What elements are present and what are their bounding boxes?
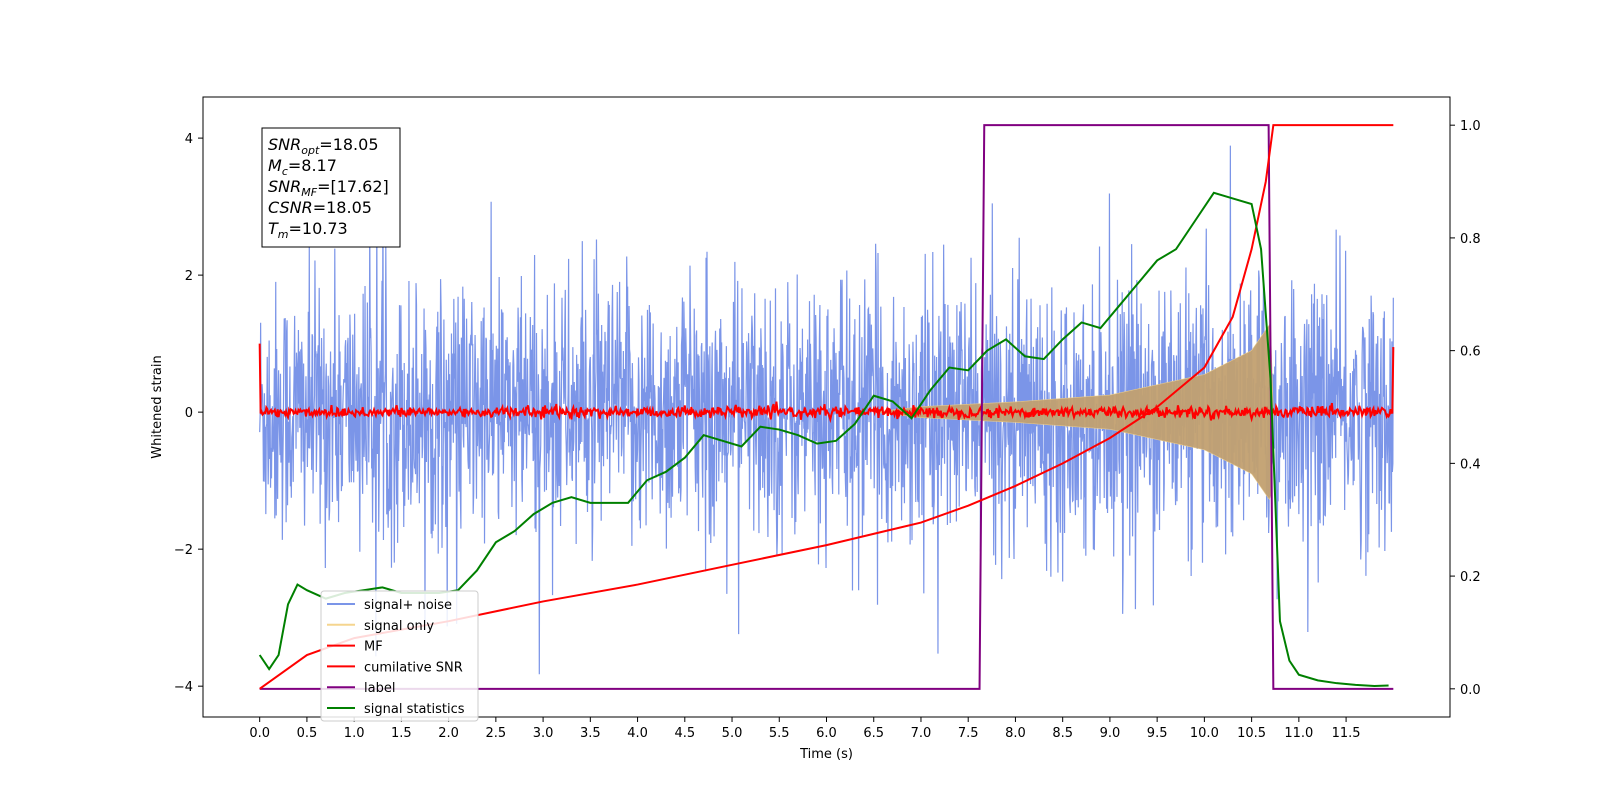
annotation-subscript: m [278, 228, 289, 241]
legend-label: MF [364, 640, 383, 655]
annotation-value: =[17.62] [317, 177, 389, 196]
x-tick-label: 8.0 [1005, 726, 1026, 741]
annotation-value: =18.05 [313, 198, 372, 217]
annotation-symbol: SNR [268, 135, 301, 154]
y-right-tick-label: 0.6 [1460, 345, 1481, 360]
x-tick-label: 8.5 [1052, 726, 1073, 741]
x-tick-label: 10.5 [1237, 726, 1266, 741]
y-left-tick-label: −4 [174, 680, 193, 695]
annotation-symbol: CSNR [268, 198, 313, 217]
y-left-tick-label: 4 [185, 132, 193, 147]
legend-label: signal statistics [364, 702, 465, 717]
x-tick-label: 10.0 [1190, 726, 1219, 741]
x-tick-label: 6.5 [863, 726, 884, 741]
y-right-tick-label: 0.2 [1460, 570, 1481, 585]
annotation-value: =10.73 [289, 219, 348, 238]
x-tick-label: 11.0 [1284, 726, 1313, 741]
x-tick-label: 0.0 [249, 726, 270, 741]
legend-label: signal only [364, 619, 434, 634]
annotation-value: =8.17 [288, 156, 337, 175]
x-axis-label: Time (s) [799, 747, 853, 762]
annotation-subscript: opt [301, 144, 320, 157]
annotation-symbol: T [268, 219, 279, 238]
annotation-frame [261, 127, 401, 248]
legend: signal+ noise signal only MF cumilative SNR… [320, 590, 479, 722]
y-right-tick-label: 0.8 [1460, 232, 1481, 247]
annotation-line: CSNR=18.05 [268, 198, 372, 217]
legend-label: cumilative SNR [364, 660, 463, 675]
x-tick-label: 7.5 [958, 726, 979, 741]
label-line [259, 124, 1394, 690]
annotation-value: =18.05 [319, 135, 378, 154]
x-tick-label: 9.0 [1100, 726, 1121, 741]
y-right-tick-label: 1.0 [1460, 119, 1481, 134]
legend-label: label [364, 681, 395, 696]
x-tick-label: 2.5 [486, 726, 507, 741]
y-left-tick-label: 0 [185, 406, 193, 421]
x-tick-label: 4.5 [674, 726, 695, 741]
y-left-tick-label: −2 [174, 543, 193, 558]
annotation-symbol: M [268, 156, 282, 175]
annotation-symbol: SNR [268, 177, 301, 196]
legend-frame [320, 590, 479, 722]
x-tick-label: 2.0 [438, 726, 459, 741]
x-tick-label: 4.0 [627, 726, 648, 741]
x-tick-label: 3.5 [580, 726, 601, 741]
mf-series [258, 343, 1395, 424]
annotation-subscript: MF [301, 186, 317, 199]
x-tick-label: 11.5 [1332, 726, 1361, 741]
x-tick-label: 1.5 [391, 726, 412, 741]
x-tick-label: 1.0 [344, 726, 365, 741]
y-axis-label: Whitened strain [150, 355, 165, 458]
x-tick-label: 5.0 [722, 726, 743, 741]
y-left-tick-label: 2 [185, 269, 193, 284]
annotation-line: SNRopt=18.05 [268, 135, 379, 157]
legend-label: signal+ noise [364, 598, 452, 613]
annotation-line: SNRMF=[17.62] [268, 177, 389, 199]
y-right-tick-label: 0.4 [1460, 457, 1481, 472]
annotation-box: SNRopt=18.05Mc=8.17SNRMF=[17.62]CSNR=18.… [261, 127, 401, 248]
x-tick-label: 6.0 [816, 726, 837, 741]
x-tick-label: 3.0 [533, 726, 554, 741]
x-tick-label: 7.0 [911, 726, 932, 741]
annotation-line: Tm=10.73 [268, 219, 348, 241]
annotation-line: Mc=8.17 [268, 156, 337, 178]
mf-line [258, 343, 1395, 424]
x-tick-label: 5.5 [769, 726, 790, 741]
annotation-subscript: c [282, 165, 288, 178]
x-tick-label: 9.5 [1147, 726, 1168, 741]
x-tick-label: 0.5 [297, 726, 318, 741]
axes: 0.0 0.5 1.0 1.5 2.0 2.5 3.0 3.5 4.0 4.5 5.0 5.5 6.0 6… [150, 119, 1481, 762]
y-right-tick-label: 0.0 [1460, 683, 1481, 698]
